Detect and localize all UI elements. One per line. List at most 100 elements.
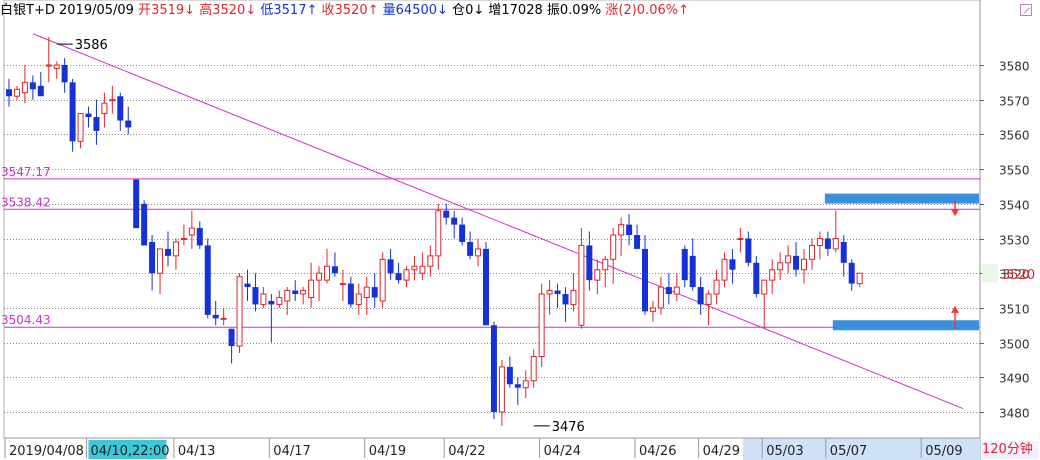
y-tick-label: 3580 <box>999 60 1030 74</box>
candle-body <box>793 255 800 270</box>
quote-header: 白银T+D 2019/05/09 开3519↓ 高3520↓ 低3517↑ 收3… <box>0 0 980 22</box>
y-tick-label: 3500 <box>999 338 1030 352</box>
candle-body <box>21 81 28 94</box>
current-price-label: 3520 <box>1002 268 1035 283</box>
candle-body <box>292 290 299 295</box>
candle-body <box>832 238 839 250</box>
amplitude-value: 0.09% <box>559 3 602 18</box>
candle-body <box>753 262 760 295</box>
candle-body <box>149 241 156 274</box>
candle-body <box>77 113 84 142</box>
candle-body <box>93 117 100 131</box>
candle-body <box>379 258 386 302</box>
candle-body <box>347 283 354 305</box>
candle-body <box>339 283 346 286</box>
candle-body <box>514 384 521 388</box>
candle-body <box>705 293 712 305</box>
candle-body <box>196 228 203 246</box>
candle-body <box>808 244 815 260</box>
candle-body <box>594 269 601 281</box>
y-tick-label: 3530 <box>999 234 1030 248</box>
high-label: 高 <box>199 3 213 18</box>
candle-body <box>562 294 569 305</box>
x-axis-bar <box>4 438 980 460</box>
candle-body <box>157 248 164 274</box>
y-tick-label: 3540 <box>999 199 1030 213</box>
candle-body <box>586 245 593 281</box>
candle-body <box>212 314 219 319</box>
candle-body <box>435 210 442 257</box>
amplitude-label: 振 <box>546 3 560 18</box>
candle-body <box>204 245 211 315</box>
arrow-head <box>951 209 960 217</box>
candle-body <box>729 259 736 270</box>
candle-body <box>642 248 648 312</box>
candle-body <box>610 234 617 260</box>
candle-body <box>649 307 656 312</box>
candle-body <box>53 64 60 69</box>
candle-body <box>721 258 728 281</box>
candle-body <box>172 241 179 257</box>
candle-body <box>522 380 529 389</box>
candle-body <box>331 266 338 274</box>
candle-body <box>268 300 275 305</box>
reference-line-label: 3538.42 <box>1 195 51 209</box>
candle-body <box>308 279 315 298</box>
candle-body <box>363 286 370 298</box>
x-tick-label: 05/07 <box>830 444 867 459</box>
candle-body <box>483 248 489 326</box>
candle-body <box>133 179 140 229</box>
candle-body <box>276 296 283 305</box>
candle-body <box>475 248 482 257</box>
y-tick-label: 3570 <box>999 95 1030 109</box>
candle-body <box>530 355 537 382</box>
candle-body <box>188 227 195 236</box>
candle-body <box>451 217 458 225</box>
candle-body <box>490 325 497 412</box>
y-tick-label: 3510 <box>999 303 1030 317</box>
candle-body <box>769 269 776 281</box>
candle-body <box>626 224 633 236</box>
annotation-label: 3476 <box>552 420 585 435</box>
low-value: 3517↑ <box>273 3 318 18</box>
candle-body <box>427 255 434 267</box>
candle-body <box>101 102 108 115</box>
candle-body <box>252 287 259 305</box>
symbol-label: 白银T+D <box>0 3 55 18</box>
candle-body <box>634 235 641 249</box>
candle-body <box>85 113 92 118</box>
candle-body <box>117 96 124 121</box>
candle-body <box>498 366 505 413</box>
candle-body <box>689 255 696 288</box>
candle-body <box>602 258 609 271</box>
candle-body <box>316 272 323 281</box>
trendline <box>32 33 964 409</box>
candle-body <box>570 290 577 305</box>
candle-body <box>355 293 362 305</box>
oi-value: 0↓ <box>465 3 485 18</box>
candle-body <box>840 241 847 263</box>
candle-body <box>284 290 291 302</box>
candle-body <box>554 290 561 295</box>
arrow-head <box>951 305 960 313</box>
candle-body <box>824 238 831 249</box>
candle-body <box>737 238 744 240</box>
candle-body <box>816 238 823 246</box>
volume-value: 64500↓ <box>395 3 448 18</box>
draw-tool-icon[interactable] <box>1020 4 1032 16</box>
candle-body <box>29 82 36 90</box>
reference-line-label: 3547.17 <box>1 165 51 179</box>
x-tick-label: 04/10,22:00 <box>90 444 169 459</box>
current-price-marker <box>982 264 998 283</box>
candle-body <box>228 328 235 347</box>
period-selector[interactable]: 120分钟 <box>982 441 1038 459</box>
candle-body <box>125 120 132 128</box>
increase-value: 17028 <box>501 3 543 18</box>
candle-body <box>6 89 12 97</box>
date-label: 2019/05/09 <box>59 3 134 18</box>
candle-body <box>777 262 784 271</box>
reference-line-label: 3504.43 <box>1 313 51 327</box>
candle-body <box>856 272 863 285</box>
volume-label: 量 <box>382 3 396 18</box>
